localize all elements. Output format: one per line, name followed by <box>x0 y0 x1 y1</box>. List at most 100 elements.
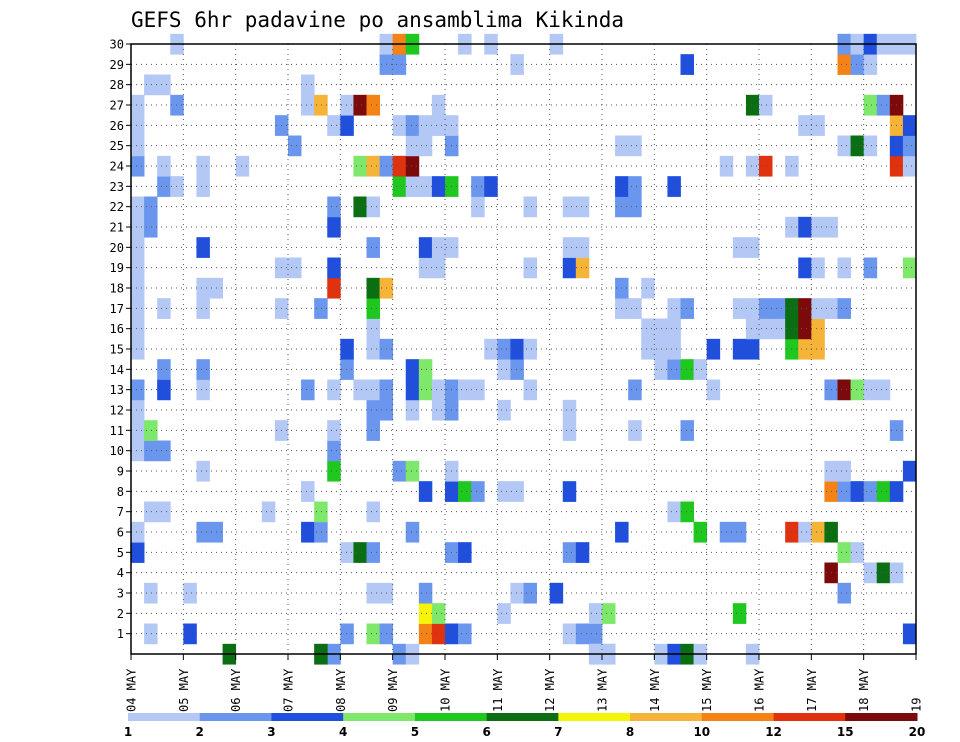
heatmap-cell <box>196 460 210 482</box>
heatmap-cell <box>366 237 380 258</box>
heatmap-cell <box>431 115 446 136</box>
y-axis-ticks: 1234567891011121314151617181920212223242… <box>110 38 131 641</box>
heatmap-cell <box>131 277 145 299</box>
heatmap-cell <box>837 460 851 482</box>
heatmap-cell <box>471 196 485 218</box>
heatmap-cell <box>458 623 472 645</box>
x-tick-label: 05 MAY <box>177 668 191 712</box>
x-tick-label: 12 MAY <box>543 668 557 712</box>
heatmap-cell <box>131 542 145 563</box>
heatmap-cell <box>562 237 577 258</box>
heatmap-cell <box>850 542 865 563</box>
heatmap-cell <box>798 298 812 319</box>
heatmap-cell <box>798 115 812 136</box>
heatmap-cell <box>405 521 420 543</box>
heatmap-cell <box>131 94 145 116</box>
heatmap-cell <box>850 379 865 401</box>
y-tick-label: 5 <box>117 546 124 560</box>
heatmap-cell <box>314 94 328 116</box>
heatmap-cell <box>863 94 878 116</box>
heatmap-cell <box>562 257 577 279</box>
heatmap-cell <box>902 257 917 279</box>
heatmap-cell <box>431 379 446 401</box>
colorbar-swatch <box>630 713 703 721</box>
heatmap-cell <box>340 359 354 380</box>
heatmap-cell <box>131 379 145 401</box>
heatmap-cell <box>418 237 433 258</box>
heatmap-cell <box>431 399 446 421</box>
heatmap-cell <box>798 257 812 279</box>
heatmap-cell <box>628 379 642 401</box>
heatmap-cell <box>562 623 577 645</box>
heatmap-cell <box>759 155 773 177</box>
heatmap-cell <box>759 298 773 319</box>
heatmap-cell <box>366 338 380 360</box>
heatmap-cell <box>876 379 891 401</box>
heatmap-cell <box>811 298 825 319</box>
heatmap-cell <box>798 318 812 340</box>
heatmap-cell <box>131 155 145 177</box>
heatmap-cell <box>562 542 577 563</box>
heatmap-cell <box>405 155 420 177</box>
heatmap-cell <box>405 359 420 380</box>
heatmap-cell <box>405 399 420 421</box>
heatmap-cell <box>837 135 851 157</box>
heatmap-cell <box>418 379 433 401</box>
heatmap-cell <box>353 379 367 401</box>
heatmap-cell <box>837 257 851 279</box>
heatmap-cell <box>392 176 407 197</box>
heatmap-cell <box>314 501 328 523</box>
heatmap-cell <box>131 399 145 421</box>
y-tick-label: 9 <box>117 465 124 479</box>
heatmap-cell <box>628 196 642 218</box>
heatmap-cell <box>458 379 472 401</box>
heatmap-cell <box>523 257 537 279</box>
heatmap-cell <box>144 420 158 441</box>
heatmap-cell <box>131 135 145 157</box>
heatmap-cell <box>680 420 694 441</box>
heatmap-cell <box>562 196 577 218</box>
heatmap-cell <box>366 379 380 401</box>
heatmap-cell <box>144 582 158 604</box>
heatmap-cell <box>732 338 747 360</box>
heatmap-cell <box>353 196 367 218</box>
colorbar-swatch <box>199 713 272 721</box>
heatmap-cell <box>837 298 851 319</box>
heatmap-cell <box>157 501 171 523</box>
heatmap-cell <box>157 298 171 319</box>
heatmap-cell <box>458 542 472 563</box>
y-tick-label: 19 <box>110 261 124 275</box>
heatmap-cell <box>680 54 694 75</box>
y-tick-label: 28 <box>110 78 124 92</box>
colorbar-swatch <box>558 713 631 721</box>
y-tick-label: 15 <box>110 343 124 357</box>
heatmap-cell <box>144 216 158 238</box>
heatmap-cell <box>798 216 812 238</box>
heatmap-cell <box>680 501 694 523</box>
heatmap-cell <box>196 521 210 543</box>
y-tick-label: 10 <box>110 444 124 458</box>
heatmap-cell <box>732 237 747 258</box>
heatmap-cell <box>863 562 878 584</box>
x-axis-ticks: 04 MAY 05 MAY 06 MAY 07 MAY 08 MAY 09 MAY 10 M… <box>125 654 924 712</box>
heatmap-cell <box>798 521 812 543</box>
heatmap-cell <box>902 623 917 645</box>
heatmap-cell <box>902 115 917 136</box>
heatmap-cell <box>301 74 315 96</box>
x-tick-label: 04 MAY <box>125 668 139 712</box>
heatmap-cell <box>562 420 577 441</box>
heatmap-cell <box>811 521 825 543</box>
heatmap-cell <box>497 399 511 421</box>
heatmap-cell <box>693 521 708 543</box>
colorbar-label: 6 <box>482 725 490 739</box>
heatmap-cell <box>131 420 145 441</box>
heatmap-cell <box>301 481 315 502</box>
heatmap-cell <box>863 257 878 279</box>
heatmap-cell <box>706 379 721 401</box>
y-tick-label: 13 <box>110 383 124 397</box>
heatmap-cell <box>628 135 642 157</box>
heatmap-cell <box>144 440 158 462</box>
heatmap-cell <box>144 501 158 523</box>
x-tick-label: 09 MAY <box>386 668 400 712</box>
y-tick-label: 27 <box>110 99 124 113</box>
